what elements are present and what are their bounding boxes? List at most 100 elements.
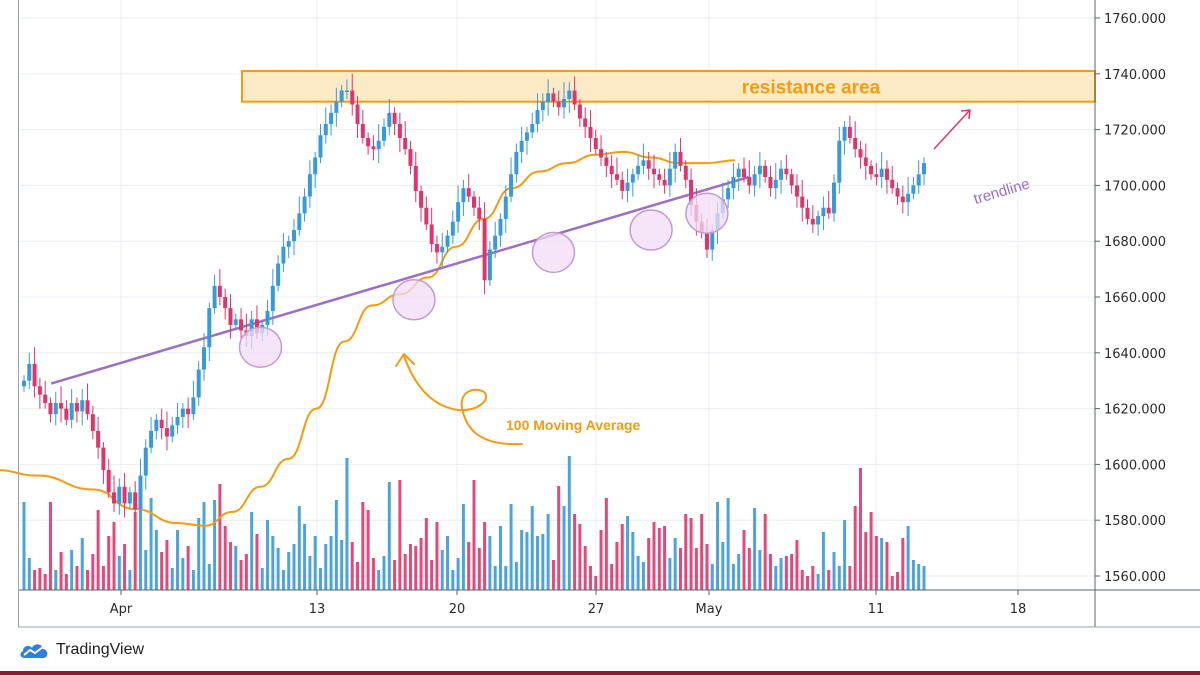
candle-body (472, 196, 476, 208)
candle-body (710, 230, 715, 250)
volume-bar (562, 506, 566, 590)
volume-bar (885, 542, 889, 590)
candle-body (837, 140, 842, 183)
candle-body (477, 207, 482, 219)
y-tick-label: 1640.000 (1104, 347, 1166, 362)
volume-bar (324, 544, 328, 590)
touch-circle (392, 279, 436, 321)
touch-circle (531, 231, 576, 274)
candle-body (895, 188, 900, 197)
candle-body (779, 168, 784, 180)
volume-bar (594, 576, 598, 590)
candle-body (599, 149, 604, 158)
breakout-arrow-line (933, 109, 971, 150)
candle-body (419, 190, 424, 208)
candle-body (583, 118, 588, 127)
volume-bar (678, 548, 682, 590)
candle-body (170, 425, 175, 437)
volume-bar (334, 500, 338, 590)
volume-bar (186, 546, 190, 590)
candle-body (742, 168, 746, 178)
candle-body (191, 397, 196, 415)
candle-body (847, 126, 852, 138)
candle-body (514, 151, 519, 175)
volume-bar (424, 518, 428, 590)
volume-bar (795, 540, 799, 590)
candle-body (593, 137, 598, 150)
candle-body (826, 207, 831, 214)
candle-body (800, 196, 805, 208)
candle-body (736, 168, 741, 178)
volume-bar (112, 522, 116, 590)
candle-body (413, 165, 418, 191)
volume-bar (281, 570, 285, 590)
volume-bar (514, 562, 518, 590)
candle-body (726, 188, 731, 200)
candle-body (588, 126, 593, 138)
candle-body (858, 149, 863, 158)
volume-bar (541, 534, 545, 590)
volume-bar (75, 566, 79, 590)
candle-body (577, 104, 582, 119)
candle-body (318, 135, 323, 158)
y-tick-label: 1600.000 (1104, 458, 1166, 473)
volume-bar (631, 532, 635, 590)
candle-body (355, 104, 360, 125)
candle-body (43, 394, 48, 404)
trendline-line (50, 175, 750, 385)
candle-body (630, 174, 635, 183)
volume-bar (890, 576, 894, 590)
candle-body (562, 98, 566, 108)
candle-body (164, 428, 169, 437)
volume-bar (48, 502, 52, 590)
volume-bar (54, 570, 58, 590)
candle-body (233, 319, 238, 325)
candle-body (784, 168, 789, 175)
candlesticks (22, 73, 926, 521)
candle-body (572, 90, 577, 105)
volume-bar (710, 564, 714, 590)
volume-bar (557, 486, 561, 590)
candle-body (874, 174, 879, 178)
volume-bar (292, 544, 296, 590)
volume-bar (123, 544, 127, 590)
volume-bar (440, 550, 444, 590)
volume-bar (874, 536, 878, 590)
volume-bar (525, 532, 529, 590)
candle-body (286, 241, 291, 247)
volume-bar (207, 564, 211, 590)
volume-bar (107, 536, 111, 590)
volume-bar (451, 570, 455, 590)
candle-body (69, 403, 74, 420)
volume-bar (784, 556, 788, 590)
volume-bar (753, 508, 757, 590)
volume-bar (641, 562, 645, 590)
volume-bar (869, 512, 873, 590)
candle-body (456, 202, 461, 222)
volume-bar (726, 498, 730, 590)
volume-bar (620, 524, 624, 590)
volume-bar (446, 536, 450, 590)
volume-bar (144, 550, 148, 590)
volume-bar (610, 564, 614, 590)
candle-body (620, 179, 625, 191)
volume-bar (636, 556, 640, 590)
candle-body (249, 319, 254, 337)
volume-bar (504, 566, 508, 590)
volume-bar (223, 526, 227, 590)
volume-bar (27, 558, 31, 590)
ma-label: 100 Moving Average (506, 417, 641, 433)
candle-body (853, 137, 858, 150)
volume-bar (811, 566, 815, 590)
candle-body (816, 216, 821, 225)
candle-body (689, 179, 694, 205)
breakout-arrow-head (960, 109, 971, 120)
volume-bar (731, 564, 735, 590)
volume-bar (911, 560, 915, 590)
candle-body (789, 174, 794, 186)
candle-body (397, 124, 402, 138)
candle-body (604, 157, 609, 166)
x-tick-label: Apr (110, 602, 133, 617)
candle-body (493, 235, 498, 250)
